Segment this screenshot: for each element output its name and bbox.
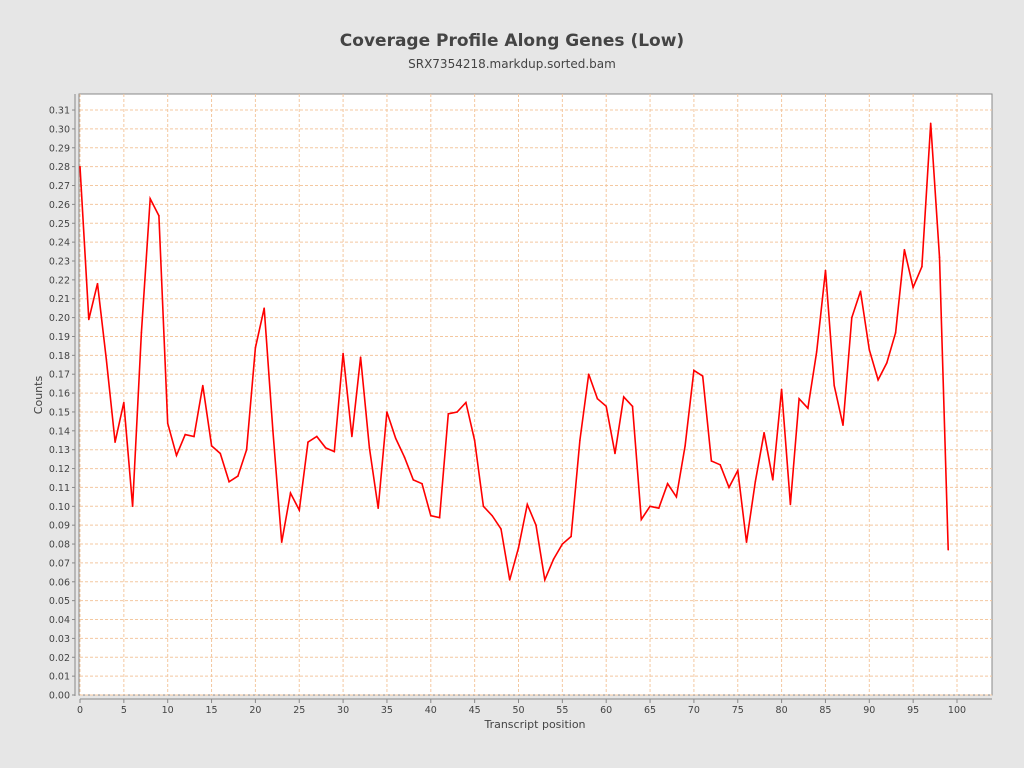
x-tick-label: 75 [732, 705, 744, 716]
x-tick-label: 15 [206, 705, 218, 716]
y-tick-label: 0.18 [49, 351, 70, 362]
y-tick-label: 0.13 [49, 445, 70, 456]
y-tick-label: 0.05 [49, 596, 70, 607]
y-tick-label: 0.10 [49, 502, 70, 513]
y-tick-label: 0.14 [49, 426, 70, 437]
x-axis-label: Transcript position [483, 718, 585, 731]
x-tick-label: 95 [907, 705, 919, 716]
x-tick-label: 65 [644, 705, 656, 716]
y-tick-label: 0.23 [49, 256, 70, 267]
y-tick-label: 0.02 [49, 653, 70, 664]
y-tick-label: 0.06 [49, 577, 70, 588]
coverage-series-line [79, 123, 949, 583]
chart-subtitle: SRX7354218.markdup.sorted.bam [408, 57, 616, 71]
y-axis-label: Counts [32, 376, 45, 415]
x-tick-label: 60 [600, 705, 612, 716]
y-tick-label: 0.15 [49, 407, 70, 418]
y-tick-label: 0.04 [49, 615, 70, 626]
y-tick-label: 0.30 [49, 124, 70, 135]
x-tick-label: 5 [121, 705, 127, 716]
x-tick-label: 85 [819, 705, 831, 716]
x-tick-label: 70 [688, 705, 700, 716]
y-tick-label: 0.25 [49, 219, 70, 230]
y-tick-label: 0.28 [49, 162, 70, 173]
y-tick-label: 0.11 [49, 483, 70, 494]
y-tick-label: 0.22 [49, 275, 70, 286]
y-tick-label: 0.08 [49, 540, 70, 551]
y-tick-label: 0.07 [49, 558, 70, 569]
y-tick-label: 0.16 [49, 389, 70, 400]
x-tick-label: 40 [425, 705, 437, 716]
chart-title: Coverage Profile Along Genes (Low) [339, 31, 685, 51]
y-tick-label: 0.26 [49, 200, 70, 211]
y-tick-label: 0.09 [49, 521, 70, 532]
x-tick-label: 55 [556, 705, 568, 716]
plot-area [78, 93, 993, 696]
y-tick-label: 0.24 [49, 238, 70, 249]
y-tick-label: 0.29 [49, 143, 70, 154]
x-tick-label: 10 [162, 705, 174, 716]
x-tick-label: 90 [863, 705, 875, 716]
y-tick-label: 0.20 [49, 313, 70, 324]
x-tick-label: 20 [249, 705, 261, 716]
y-tick-label: 0.12 [49, 464, 70, 475]
x-tick-label: 50 [512, 705, 524, 716]
y-tick-label: 0.27 [49, 181, 70, 192]
y-tick-label: 0.00 [49, 691, 70, 702]
y-tick-label: 0.31 [49, 106, 70, 117]
x-tick-label: 80 [776, 705, 788, 716]
x-tick-label: 35 [381, 705, 393, 716]
y-tick-label: 0.03 [49, 634, 70, 645]
x-tick-label: 45 [469, 705, 481, 716]
y-tick-label: 0.17 [49, 370, 70, 381]
x-tick-label: 100 [948, 705, 966, 716]
y-tick-label: 0.21 [49, 294, 70, 305]
y-tick-label: 0.01 [49, 672, 70, 683]
x-tick-label: 0 [77, 705, 83, 716]
y-tick-label: 0.19 [49, 332, 70, 343]
x-tick-label: 25 [293, 705, 305, 716]
x-tick-label: 30 [337, 705, 349, 716]
